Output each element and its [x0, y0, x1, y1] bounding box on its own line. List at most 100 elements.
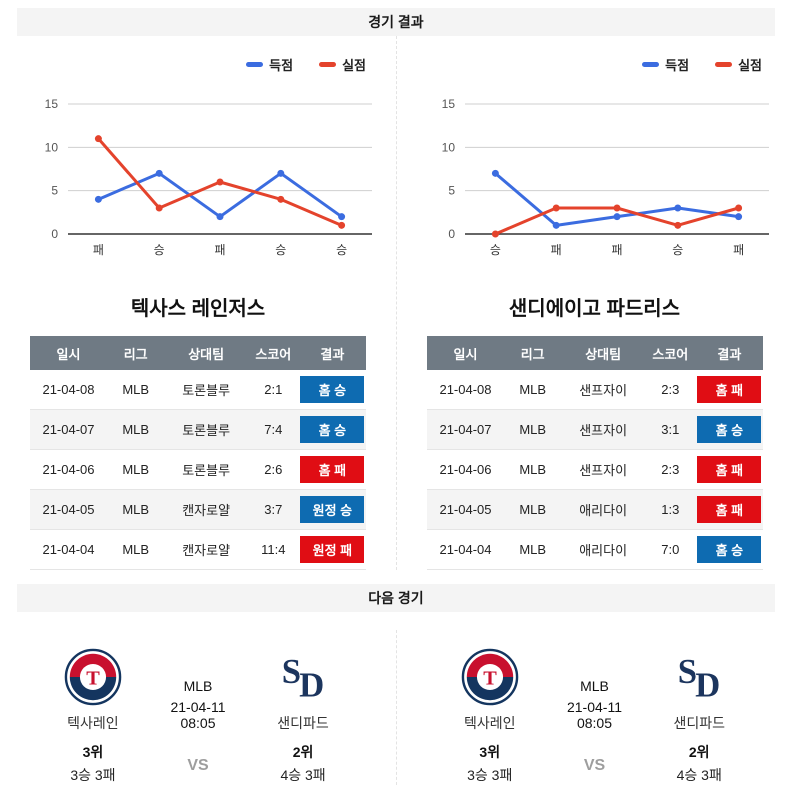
svg-text:승: 승 — [275, 243, 286, 257]
match-opponent: 샌프자이 — [561, 449, 645, 490]
result-badge: 홈 승 — [697, 536, 762, 563]
away-team-rank: 2위 — [292, 744, 314, 760]
result-badge: 홈 패 — [697, 376, 762, 403]
home-team-name: 텍사레인 — [463, 715, 516, 731]
match-league: MLB — [106, 489, 165, 530]
texas-team-title: 텍사스 레인저스 — [130, 298, 266, 320]
svg-text:S: S — [678, 652, 697, 691]
next-section-header: 다음 경기 — [17, 584, 775, 612]
match-date: 21-04-07 — [427, 409, 504, 450]
match-date: 21-04-08 — [427, 370, 504, 410]
sandiego-team-title: 샌디에이고 파드리스 — [508, 298, 681, 320]
match-date: 21-04-06 — [427, 449, 504, 490]
match-league: MLB — [503, 529, 562, 570]
svg-text:0: 0 — [448, 227, 455, 241]
home-team-block: T 텍사레인 3위 3승 3패 — [34, 648, 152, 785]
match-info-block: MLB 21-04-11 08:05 VS — [549, 648, 641, 785]
svg-text:10: 10 — [45, 140, 59, 154]
sandiego-score-line-chart: 0 5 10 15 승 패 패 승 패 — [442, 97, 769, 257]
vs-label: VS — [583, 757, 606, 774]
svg-text:0: 0 — [51, 227, 58, 241]
match-score: 11:4 — [247, 529, 299, 570]
home-team-rank: 3위 — [82, 744, 104, 760]
conceded-line-swatch — [319, 61, 337, 67]
match-score: 2:3 — [644, 370, 696, 410]
match-date: 21-04-05 — [30, 489, 107, 530]
scored-line-swatch — [642, 61, 660, 67]
match-datetime: 21-04-11 08:05 — [566, 699, 622, 731]
result-badge: 홈 승 — [697, 416, 762, 443]
table-row: 21-04-07 MLB 샌프자이 3:1 홈 승 — [427, 409, 763, 450]
header-result: 결과 — [695, 336, 763, 370]
match-date: 21-04-05 — [427, 489, 504, 530]
texas-rangers-logo: T — [461, 648, 519, 706]
legend-scored-label: 득점 — [665, 57, 690, 73]
match-date: 21-04-07 — [30, 409, 107, 450]
svg-text:패: 패 — [733, 243, 744, 257]
away-team-block: S D 샌디파드 2위 4승 3패 — [640, 648, 758, 785]
header-score: 스코어 — [644, 336, 696, 370]
match-opponent: 애리다이 — [561, 529, 645, 570]
legend-conceded: 실점 — [319, 55, 366, 74]
away-team-record: 4승 3패 — [676, 767, 722, 783]
result-badge: 홈 패 — [300, 456, 365, 483]
legend-scored-label: 득점 — [269, 57, 294, 73]
svg-text:15: 15 — [45, 97, 59, 111]
match-score: 3:7 — [247, 489, 299, 530]
next-matches-grid: T 텍사레인 3위 3승 3패 MLB 21-04-11 08:05 VS S … — [0, 630, 792, 785]
match-date: 21-04-04 — [427, 529, 504, 570]
chart-legend: 득점 실점 — [10, 54, 386, 74]
match-opponent: 애리다이 — [561, 489, 645, 530]
match-score: 7:0 — [644, 529, 696, 570]
header-opponent: 상대팀 — [561, 336, 645, 370]
svg-text:10: 10 — [442, 140, 456, 154]
match-datetime: 21-04-11 08:05 — [170, 699, 226, 731]
next-match-panel: T 텍사레인 3위 3승 3패 MLB 21-04-11 08:05 VS S … — [0, 630, 396, 785]
match-opponent: 토론블루 — [164, 370, 248, 410]
legend-conceded-label: 실점 — [342, 57, 366, 73]
header-score: 스코어 — [247, 336, 299, 370]
svg-text:승: 승 — [154, 243, 165, 257]
match-league: MLB — [106, 370, 165, 410]
svg-text:패: 패 — [93, 243, 104, 257]
svg-text:D: D — [695, 665, 720, 704]
match-score: 1:3 — [644, 489, 696, 530]
match-score: 2:6 — [247, 449, 299, 490]
result-badge: 원정 승 — [300, 496, 365, 523]
svg-text:승: 승 — [672, 243, 683, 257]
svg-text:T: T — [483, 667, 497, 689]
header-result: 결과 — [298, 336, 366, 370]
conceded-line-swatch — [715, 61, 733, 67]
away-team-block: S D 샌디파드 2위 4승 3패 — [244, 648, 362, 785]
svg-text:승: 승 — [490, 243, 501, 257]
table-row: 21-04-05 MLB 캔자로얄 3:7 원정 승 — [30, 489, 366, 530]
match-score: 2:3 — [644, 449, 696, 490]
table-row: 21-04-04 MLB 애리다이 7:0 홈 승 — [427, 529, 763, 570]
table-header-row: 일시 리그 상대팀 스코어 결과 — [427, 336, 763, 370]
header-league: 리그 — [106, 336, 165, 370]
texas-results-table: 일시 리그 상대팀 스코어 결과 21-04-08 MLB 토론블루 2:1 홈… — [30, 336, 366, 570]
sandiego-chart-block: 득점 실점 0 5 10 15 승 패 패 승 패 — [397, 36, 792, 270]
next-match-panel: T 텍사레인 3위 3승 3패 MLB 21-04-11 08:05 VS S … — [396, 630, 792, 785]
results-section-header: 경기 결과 — [17, 8, 775, 36]
result-badge: 홈 승 — [300, 416, 365, 443]
match-opponent: 토론블루 — [164, 449, 248, 490]
match-league: MLB — [503, 449, 562, 490]
home-team-block: T 텍사레인 3위 3승 3패 — [431, 648, 549, 785]
match-date: 21-04-04 — [30, 529, 107, 570]
vs-label: VS — [187, 757, 209, 774]
header-league: 리그 — [503, 336, 562, 370]
match-info-block: MLB 21-04-11 08:05 VS — [152, 648, 244, 785]
legend-conceded: 실점 — [715, 55, 762, 74]
sandiego-results-table: 일시 리그 상대팀 스코어 결과 21-04-08 MLB 샌프자이 2:3 홈… — [427, 336, 763, 570]
table-row: 21-04-05 MLB 애리다이 1:3 홈 패 — [427, 489, 763, 530]
match-league: MLB — [106, 449, 165, 490]
svg-text:15: 15 — [442, 97, 456, 111]
home-team-rank: 3위 — [479, 744, 501, 760]
header-opponent: 상대팀 — [164, 336, 248, 370]
match-league-label: MLB — [580, 678, 609, 694]
home-team-name: 텍사레인 — [67, 715, 119, 731]
table-row: 21-04-06 MLB 샌프자이 2:3 홈 패 — [427, 449, 763, 490]
scored-line-swatch — [246, 61, 264, 67]
match-score: 3:1 — [644, 409, 696, 450]
